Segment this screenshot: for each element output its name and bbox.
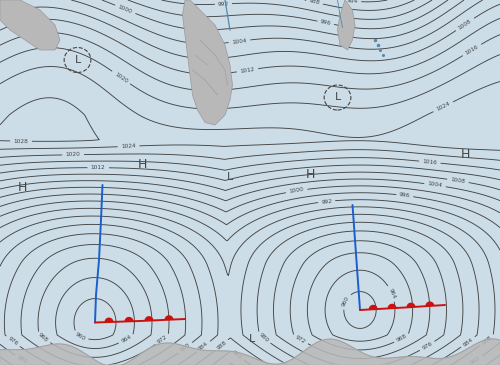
Text: 992: 992 — [470, 356, 482, 365]
Text: 980: 980 — [258, 333, 270, 344]
Text: 984: 984 — [347, 0, 358, 4]
Polygon shape — [368, 305, 378, 310]
Text: 1016: 1016 — [464, 44, 479, 56]
Polygon shape — [388, 304, 396, 308]
Text: 1020: 1020 — [114, 71, 128, 84]
Polygon shape — [96, 236, 104, 237]
Text: 1000: 1000 — [289, 187, 304, 195]
Text: 968: 968 — [396, 334, 408, 343]
Polygon shape — [426, 301, 434, 306]
Text: 972: 972 — [294, 334, 306, 345]
Text: 988: 988 — [481, 335, 493, 345]
Text: L: L — [250, 334, 256, 344]
Text: 980: 980 — [180, 342, 192, 353]
Polygon shape — [144, 316, 154, 321]
Text: 1024: 1024 — [121, 143, 136, 149]
Text: 976: 976 — [421, 341, 434, 351]
Text: 992: 992 — [321, 199, 332, 205]
Text: 1004: 1004 — [232, 38, 247, 45]
Text: 1024: 1024 — [436, 101, 451, 112]
Text: 976: 976 — [7, 336, 19, 347]
Polygon shape — [95, 254, 103, 255]
Polygon shape — [0, 0, 60, 50]
Polygon shape — [406, 303, 416, 307]
Text: H: H — [460, 149, 469, 161]
Polygon shape — [338, 0, 355, 50]
Text: 968: 968 — [38, 333, 49, 343]
Text: 960: 960 — [341, 295, 350, 308]
Text: 988: 988 — [308, 0, 320, 6]
Text: 1008: 1008 — [458, 18, 472, 31]
Text: 1000: 1000 — [118, 4, 133, 15]
Text: L: L — [74, 55, 80, 65]
Polygon shape — [104, 318, 114, 322]
Text: 1012: 1012 — [240, 67, 255, 74]
Text: L: L — [334, 92, 340, 103]
Text: 960: 960 — [74, 331, 86, 342]
Text: 984: 984 — [462, 337, 474, 347]
Text: 1004: 1004 — [428, 181, 443, 189]
Text: 988: 988 — [216, 340, 228, 351]
Text: 964: 964 — [388, 288, 396, 300]
Text: 1020: 1020 — [66, 152, 80, 157]
Text: 964: 964 — [120, 334, 132, 344]
Text: H: H — [18, 181, 27, 194]
Text: 992: 992 — [231, 350, 243, 361]
Text: L: L — [227, 173, 233, 182]
Text: 1012: 1012 — [91, 165, 106, 170]
Polygon shape — [354, 282, 362, 283]
Text: 996: 996 — [399, 192, 410, 199]
Polygon shape — [92, 291, 100, 292]
Polygon shape — [182, 0, 232, 125]
Text: 984: 984 — [198, 341, 209, 352]
Polygon shape — [124, 317, 134, 322]
Text: 992: 992 — [218, 1, 229, 7]
Text: H: H — [306, 169, 314, 181]
Polygon shape — [352, 266, 360, 267]
Text: 980: 980 — [16, 355, 28, 365]
Text: H: H — [138, 158, 147, 172]
Text: 972: 972 — [156, 334, 168, 345]
Text: 1008: 1008 — [450, 177, 466, 184]
Polygon shape — [164, 315, 173, 320]
Text: 1028: 1028 — [14, 139, 28, 144]
Text: 996: 996 — [320, 19, 332, 26]
Text: 1016: 1016 — [422, 159, 438, 165]
